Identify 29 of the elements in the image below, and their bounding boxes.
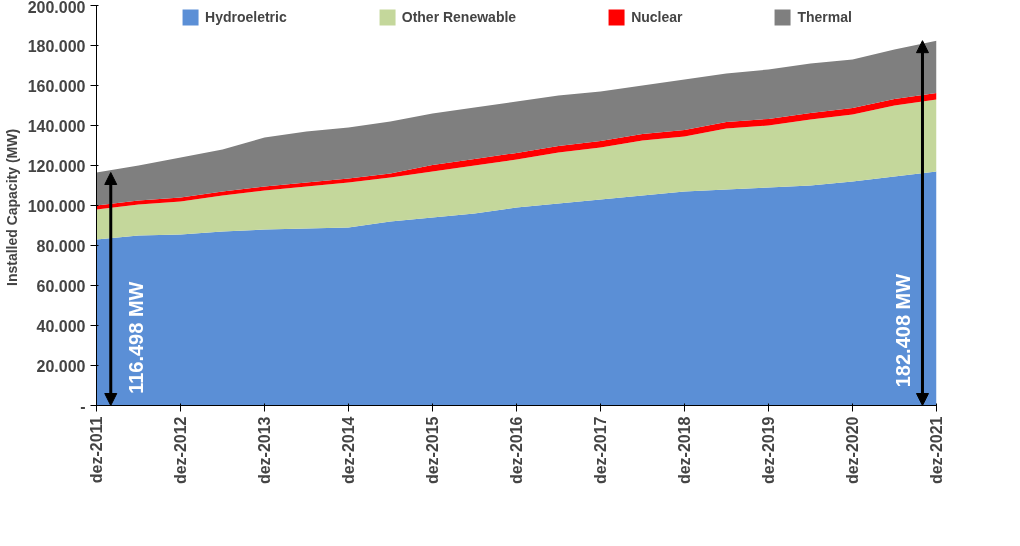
- y-tick-label: 80.000: [36, 237, 86, 255]
- y-tick-label: 20.000: [36, 357, 86, 375]
- y-tick-label: 60.000: [36, 277, 86, 295]
- y-tick-label: 40.000: [36, 317, 86, 335]
- x-tick-label: dez-2018: [675, 416, 693, 485]
- legend-label: Hydroeletric: [205, 9, 287, 25]
- x-tick-label: dez-2020: [844, 416, 862, 485]
- x-tick-label: dez-2011: [88, 416, 105, 484]
- x-tick-label: dez-2015: [423, 416, 441, 485]
- y-tick-label: -: [80, 397, 86, 415]
- y-tick-label: 200.000: [27, 0, 86, 16]
- x-tick-label: dez-2012: [172, 416, 190, 485]
- legend-label: Other Renewable: [401, 9, 517, 25]
- y-axis-title: Installed Capacity (MW): [3, 128, 20, 287]
- x-tick-label: dez-2016: [508, 416, 526, 485]
- x-tick-label: dez-2017: [592, 416, 610, 485]
- y-tick-label: 180.000: [27, 37, 86, 55]
- y-tick-label: 100.000: [27, 197, 86, 215]
- y-tick-label: 120.000: [27, 157, 86, 175]
- x-tick-label: dez-2014: [340, 416, 358, 485]
- y-tick-label: 140.000: [27, 117, 86, 135]
- y-tick-label: 160.000: [27, 77, 86, 95]
- annotation: 182.408 MW: [892, 273, 915, 388]
- legend-label: Thermal: [797, 9, 852, 25]
- x-tick-label: dez-2021: [928, 416, 945, 485]
- annotation: 116.498 MW: [124, 281, 147, 394]
- x-tick-label: dez-2013: [256, 416, 274, 485]
- legend-label: Nuclear: [631, 9, 683, 25]
- x-tick-label: dez-2019: [759, 416, 777, 485]
